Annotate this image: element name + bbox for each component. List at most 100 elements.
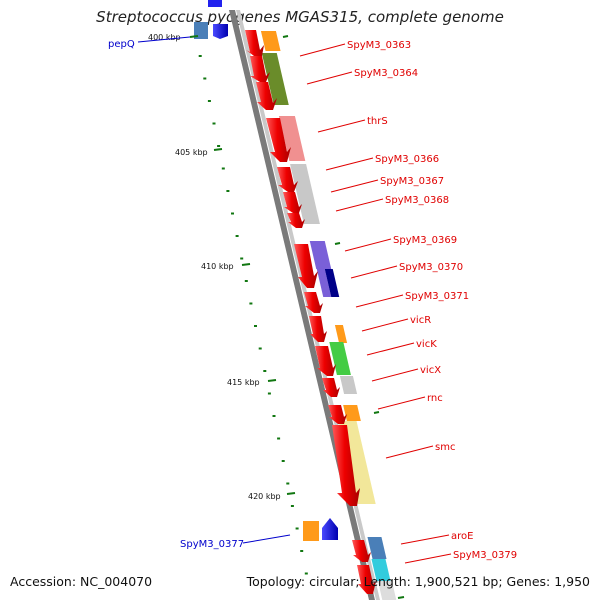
gene-arrow xyxy=(315,346,336,376)
gene-arrow xyxy=(277,167,298,192)
major-tick xyxy=(241,263,251,266)
gene-arrow xyxy=(294,244,318,288)
cog-bar xyxy=(194,22,208,39)
gene-arrow xyxy=(352,540,371,562)
minor-tick xyxy=(254,325,257,327)
label-leaders xyxy=(137,36,452,564)
cog-bar xyxy=(377,581,397,600)
gene-label[interactable]: smc xyxy=(435,442,455,453)
tick-label: 415 kbp xyxy=(227,378,260,387)
topology-text: Topology: circular; Length: 1,900,521 bp… xyxy=(246,574,590,589)
gene-arrow xyxy=(304,292,323,313)
forward-genes xyxy=(245,30,376,594)
gene-label[interactable]: thrS xyxy=(367,116,388,127)
gene-label[interactable]: SpyM3_0369 xyxy=(393,235,457,246)
gene-label[interactable]: SpyM3_0363 xyxy=(347,40,411,51)
gene-arrow xyxy=(213,24,228,39)
gene-label[interactable]: SpyM3_0368 xyxy=(385,195,449,206)
minor-tick xyxy=(304,572,308,575)
gene-label[interactable]: vicR xyxy=(410,315,431,326)
major-tick xyxy=(267,379,277,382)
gene-arrow xyxy=(328,405,347,424)
reverse-genes xyxy=(213,24,338,540)
minor-tick xyxy=(240,257,244,260)
gene-label[interactable]: SpyM3_0370 xyxy=(399,262,463,273)
minor-tick xyxy=(231,212,234,215)
gene-label[interactable]: SpyM3_0366 xyxy=(375,154,439,165)
cog-bar xyxy=(290,164,320,224)
gene-arrow xyxy=(322,518,338,540)
gene-label[interactable]: vicX xyxy=(420,365,441,376)
gene-labels: pepQ SpyM3_0363 SpyM3_0364 thrS SpyM3_03… xyxy=(108,39,517,561)
minor-tick xyxy=(244,280,248,282)
minor-tick xyxy=(263,370,267,372)
cog-bar xyxy=(367,537,387,559)
tick-label: 405 kbp xyxy=(175,148,208,157)
cog-bars xyxy=(194,0,397,600)
minor-tick xyxy=(212,122,216,125)
gene-arrow xyxy=(332,425,360,506)
minor-tick xyxy=(198,55,202,57)
major-tick xyxy=(189,35,199,38)
gene-label[interactable]: SpyM3_0364 xyxy=(354,68,418,79)
minor-tick xyxy=(249,302,253,305)
cog-bar xyxy=(334,325,348,343)
major-tick xyxy=(213,148,223,151)
gene-arrow xyxy=(266,118,291,162)
cog-bar xyxy=(208,0,222,7)
gene-label[interactable]: SpyM3_0377 xyxy=(180,539,244,550)
cog-bar xyxy=(303,521,319,541)
minor-tick xyxy=(221,167,225,170)
gene-arrow xyxy=(357,565,376,594)
minor-tick xyxy=(203,77,207,80)
gene-arrow xyxy=(245,30,264,56)
major-tick xyxy=(286,492,296,495)
minor-tick xyxy=(286,482,290,485)
cog-bar xyxy=(343,405,361,421)
backbone xyxy=(229,10,375,600)
outer-ruler xyxy=(282,35,405,599)
cog-bar xyxy=(324,269,340,297)
minor-tick xyxy=(300,550,304,552)
gene-label[interactable]: SpyM3_0371 xyxy=(405,291,469,302)
gene-label[interactable]: vicK xyxy=(416,339,437,350)
gene-arrow xyxy=(256,82,277,110)
minor-tick xyxy=(272,415,276,417)
minor-tick xyxy=(226,190,230,192)
ruler-ticks: 400 kbp 405 kbp 410 kbp 415 kbp 420 kbp xyxy=(148,33,296,501)
gene-arrow xyxy=(287,213,305,228)
genome-title: Streptococcus pyogenes MGAS315, complete… xyxy=(96,8,504,26)
cog-bar xyxy=(260,31,281,51)
gene-label[interactable]: aroE xyxy=(451,531,473,542)
gene-label[interactable]: rnc xyxy=(427,393,443,404)
minor-tick xyxy=(207,100,211,102)
cog-bar xyxy=(261,53,289,105)
tick-label: 420 kbp xyxy=(248,492,281,501)
gene-label[interactable]: SpyM3_0379 xyxy=(453,550,517,561)
ruler-dots xyxy=(198,55,308,575)
cog-bar xyxy=(316,269,332,297)
tick-label: 410 kbp xyxy=(201,262,234,271)
gene-label[interactable]: SpyM3_0367 xyxy=(380,176,444,187)
minor-tick xyxy=(290,505,294,507)
gene-arrow xyxy=(322,378,340,397)
minor-tick xyxy=(267,392,271,395)
gene-arrow xyxy=(309,316,327,342)
gene-arrow xyxy=(283,192,302,213)
cog-bar xyxy=(309,241,332,269)
cog-bar xyxy=(371,559,391,581)
cog-bar xyxy=(278,116,306,161)
minor-tick xyxy=(295,527,299,530)
minor-tick xyxy=(277,437,281,440)
accession-text: Accession: NC_004070 xyxy=(10,574,153,589)
minor-tick xyxy=(217,145,221,147)
minor-tick xyxy=(235,235,239,237)
gene-label[interactable]: pepQ xyxy=(108,39,135,50)
tick-label: 400 kbp xyxy=(148,33,181,42)
cog-bar xyxy=(339,376,358,394)
gene-arrow xyxy=(250,56,270,82)
cog-bar xyxy=(329,342,351,375)
minor-tick xyxy=(281,460,285,462)
